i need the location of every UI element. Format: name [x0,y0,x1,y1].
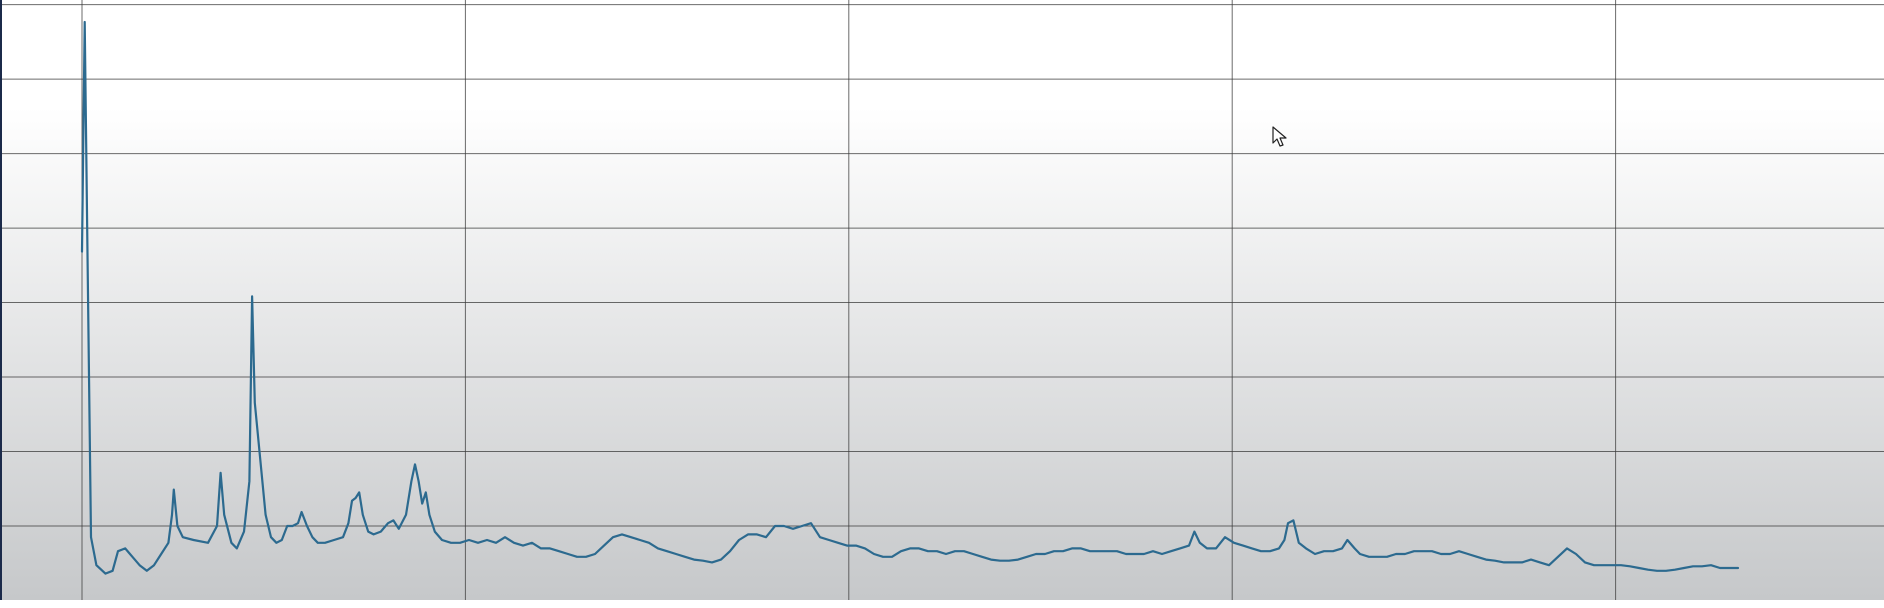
frame-edge [0,0,2,600]
mouse-pointer-icon [1272,126,1287,147]
series-line-0 [80,20,1740,575]
series-group [80,20,1740,575]
